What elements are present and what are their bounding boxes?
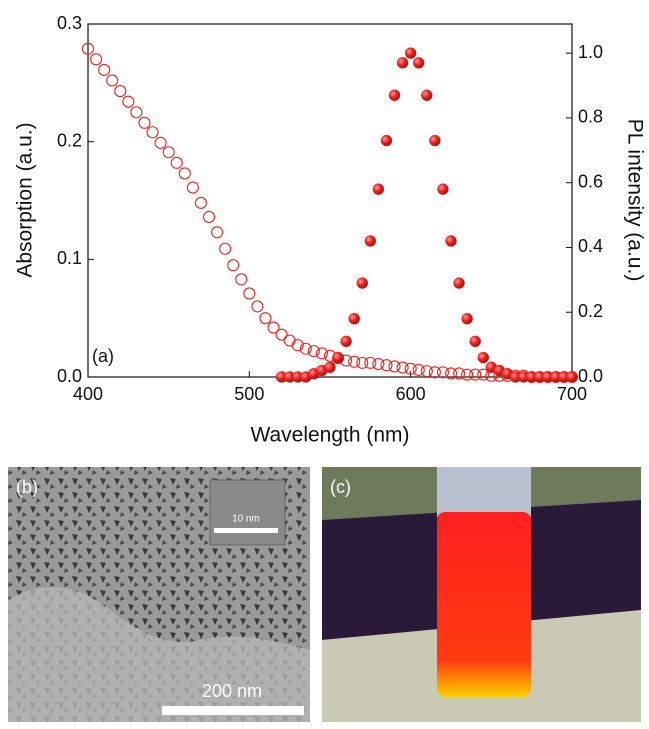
data-point [437, 184, 448, 195]
x-tick-label: 500 [234, 384, 264, 404]
data-point [429, 135, 440, 146]
chart-a: (a) Wavelength (nm) Absorption (a.u.) PL… [14, 13, 647, 447]
y2-tick-label: 0.8 [578, 107, 603, 127]
data-point [454, 278, 465, 289]
data-point [139, 117, 150, 128]
data-point [357, 278, 368, 289]
data-point [179, 168, 190, 179]
data-point [341, 336, 352, 347]
data-point [349, 313, 360, 324]
plot-frame [88, 24, 572, 377]
tem-photo: 10 nm 200 nm (b) [8, 467, 310, 722]
y2-tick-label: 0.4 [578, 236, 603, 256]
vial-cap [437, 467, 531, 517]
data-point [316, 348, 327, 359]
data-point [147, 127, 158, 138]
x-axis-title: Wavelength (nm) [250, 424, 409, 447]
inset-scale-text: 10 nm [232, 514, 260, 525]
data-point [276, 329, 287, 340]
scale-bar [162, 706, 304, 715]
data-point [99, 64, 110, 75]
data-point [107, 75, 118, 86]
y-tick-label: 0.3 [57, 13, 82, 33]
data-point [212, 227, 223, 238]
data-point [389, 90, 400, 101]
y2-tick-label: 0.0 [578, 366, 603, 386]
y-tick-label: 0.1 [57, 248, 82, 268]
data-point [405, 48, 416, 59]
vial [437, 512, 531, 697]
data-point [478, 352, 489, 363]
data-point [131, 107, 142, 118]
data-point [171, 157, 182, 168]
data-point [115, 86, 126, 97]
data-point [252, 301, 263, 312]
panel-label: (a) [92, 346, 114, 366]
scale-text: 200 nm [202, 681, 262, 701]
data-point [413, 57, 424, 68]
y-tick-label: 0.2 [57, 130, 82, 150]
data-point [244, 288, 255, 299]
data-point [365, 235, 376, 246]
y2-axis-title: PL intensity (a.u.) [623, 119, 646, 282]
data-point [373, 184, 384, 195]
vial-photo: (c) [322, 467, 641, 722]
y-axis-title: Absorption (a.u.) [14, 122, 37, 277]
x-tick-label: 400 [73, 384, 103, 404]
panel-label: (b) [16, 477, 38, 497]
data-point [91, 54, 102, 65]
data-point [470, 336, 481, 347]
y2-tick-label: 1.0 [578, 42, 603, 62]
data-point [187, 182, 198, 193]
data-point [446, 235, 457, 246]
x-tick-label: 700 [557, 384, 587, 404]
data-point [236, 274, 247, 285]
data-point [228, 260, 239, 271]
data-point [333, 352, 344, 363]
data-point [220, 243, 231, 254]
data-point [163, 147, 174, 158]
data-point [308, 346, 319, 357]
tem-inset [210, 480, 285, 545]
x-tick-label: 600 [396, 384, 426, 404]
y-tick-label: 0.0 [57, 366, 82, 386]
data-point [123, 96, 134, 107]
data-point [260, 313, 271, 324]
data-point [567, 372, 578, 383]
inset-scale-bar [214, 528, 278, 533]
data-point [397, 57, 408, 68]
data-point [325, 362, 336, 373]
y2-tick-label: 0.2 [578, 301, 603, 321]
data-point [421, 90, 432, 101]
y2-tick-label: 0.6 [578, 171, 603, 191]
data-point [462, 313, 473, 324]
data-point [204, 211, 215, 222]
panel-label: (c) [330, 477, 351, 497]
data-point [381, 135, 392, 146]
figure: (a) Wavelength (nm) Absorption (a.u.) PL… [0, 0, 649, 724]
data-point [155, 137, 166, 148]
data-point [195, 197, 206, 208]
data-point [284, 335, 295, 346]
